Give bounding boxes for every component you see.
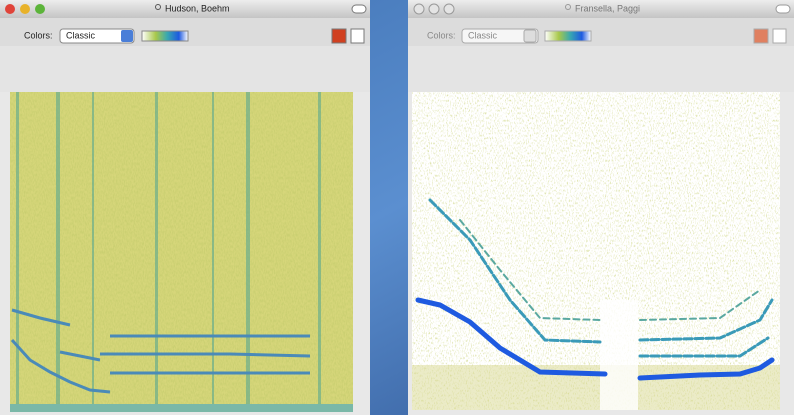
header-area — [408, 46, 794, 92]
colors-label: Colors: — [24, 30, 53, 40]
spectrogram — [412, 92, 780, 410]
spectrogram-noise — [10, 92, 353, 412]
popup-arrow — [121, 30, 133, 42]
spectrogram-noise — [412, 92, 780, 410]
silent-gap — [600, 300, 638, 410]
colormap-swatch — [545, 31, 591, 41]
spectrogram — [10, 92, 353, 412]
window: Hudson, Boehm Colors: Classic — [0, 0, 370, 415]
zoom-button[interactable] — [444, 4, 454, 14]
colors-label: Colors: — [427, 30, 456, 40]
window: Fransella, Paggi Colors: Classic — [408, 0, 794, 415]
toolbar-toggle[interactable] — [352, 5, 366, 13]
window-title: Hudson, Boehm — [165, 3, 230, 13]
scale-button[interactable] — [351, 29, 364, 43]
colors-value: Classic — [468, 30, 498, 40]
header-area — [0, 46, 370, 92]
minimize-button[interactable] — [429, 4, 439, 14]
close-button[interactable] — [414, 4, 424, 14]
popup-arrow — [524, 30, 536, 42]
toolbar-toggle[interactable] — [776, 5, 790, 13]
color-button[interactable] — [332, 29, 346, 43]
colors-value: Classic — [66, 30, 96, 40]
zoom-button[interactable] — [35, 4, 45, 14]
colormap-swatch — [142, 31, 188, 41]
window-title: Fransella, Paggi — [575, 3, 640, 13]
minimize-button[interactable] — [20, 4, 30, 14]
desktop: Hudson, Boehm Colors: Classic — [0, 0, 794, 415]
color-button[interactable] — [754, 29, 768, 43]
scale-button[interactable] — [773, 29, 786, 43]
baseline-band — [10, 404, 353, 412]
close-button[interactable] — [5, 4, 15, 14]
